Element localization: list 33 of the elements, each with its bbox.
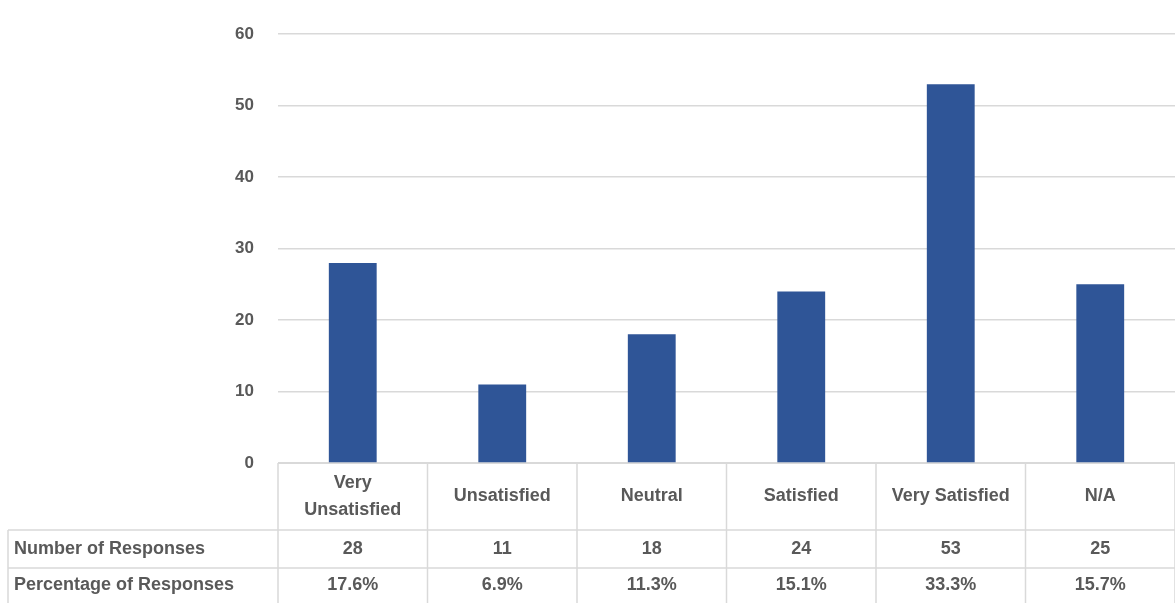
bar — [627, 334, 676, 463]
text: Number of Responses — [14, 537, 206, 558]
text: Percentage of Responses — [14, 574, 235, 595]
bar — [777, 291, 826, 463]
text: 15.7% — [1074, 574, 1126, 595]
text: 33.3% — [925, 574, 977, 595]
y-tick-label: 30 — [235, 238, 254, 258]
x-tick-label: Unsatisfied — [453, 485, 551, 506]
x-tick-label: Very Unsatisfied — [304, 471, 402, 519]
data-label: 24 — [791, 537, 812, 558]
bar — [328, 262, 377, 463]
data-label: 18 — [641, 537, 662, 558]
x-tick-label: Neutral — [620, 485, 683, 506]
bar — [926, 84, 975, 463]
text: 11.3% — [626, 574, 677, 595]
bar — [1076, 284, 1125, 463]
bar — [478, 384, 527, 463]
y-tick-label: 60 — [235, 23, 254, 43]
y-tick-label: 20 — [235, 309, 254, 329]
y-tick-label: 10 — [235, 381, 254, 401]
data-label: 28 — [342, 537, 363, 558]
y-tick-label: 0 — [244, 452, 254, 472]
y-tick-label: 50 — [235, 95, 254, 115]
text: 15.1% — [775, 574, 827, 595]
y-tick-label: 40 — [235, 166, 254, 186]
x-tick-label: Very Satisfied — [891, 485, 1010, 506]
x-tick-label: N/A — [1084, 485, 1116, 506]
x-tick-label: Satisfied — [763, 485, 839, 506]
text: 17.6% — [327, 574, 379, 595]
data-label: 25 — [1090, 537, 1111, 558]
text: 6.9% — [481, 574, 523, 595]
data-label: 11 — [492, 537, 512, 558]
data-label: 53 — [940, 537, 961, 558]
